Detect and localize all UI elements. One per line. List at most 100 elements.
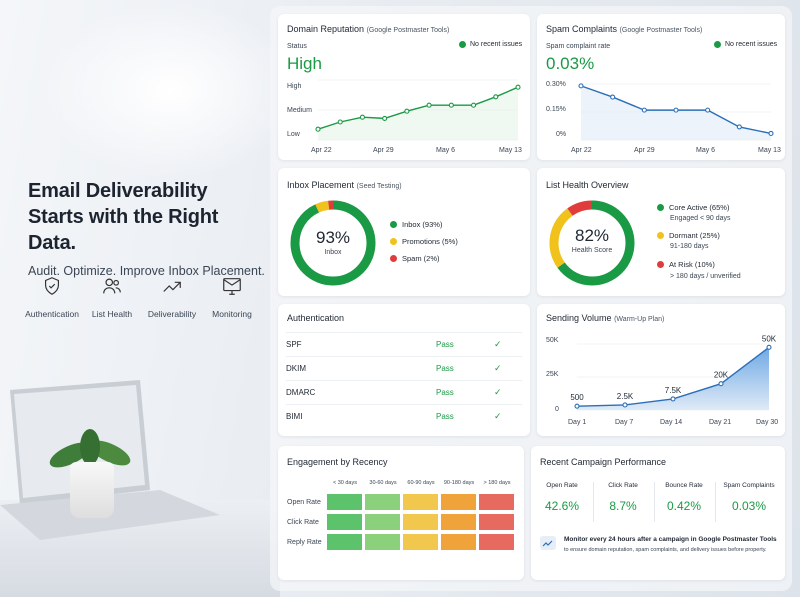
- y-label: 0.15%: [546, 106, 566, 113]
- row-label: Reply Rate: [287, 539, 322, 546]
- plant-illustration: [49, 429, 131, 468]
- status-pass: Pass: [436, 364, 454, 373]
- donut-segment: [549, 200, 635, 286]
- series-line: [317, 86, 519, 130]
- x-label: Day 7: [615, 419, 634, 426]
- data-point: [768, 130, 774, 137]
- metric-click-rate: Click Rate 8.7%: [608, 482, 638, 513]
- data-point: [673, 107, 679, 113]
- heatmap-cell: [402, 493, 439, 511]
- area-fill: [581, 85, 771, 140]
- heatmap-cell: [326, 493, 363, 511]
- reputation-line-chart: [315, 79, 521, 141]
- status-badge: No recent issues: [714, 41, 777, 48]
- status-label: Spam complaint rate: [546, 43, 611, 50]
- shield-check-icon: [44, 277, 60, 295]
- note-body: to ensure domain reputation, spam compla…: [564, 547, 767, 553]
- x-label: May 13: [758, 147, 781, 154]
- metric-spam-complaints: Spam Complaints 0.03%: [723, 482, 775, 513]
- y-label: 0%: [556, 131, 567, 138]
- feature-list: Authentication List Health Deliverabilit…: [22, 275, 262, 319]
- x-label: Apr 22: [311, 147, 332, 154]
- auth-row-bimi: BIMI Pass ✓: [286, 404, 522, 428]
- donut-center-label: Inbox: [324, 249, 342, 256]
- data-point: [622, 402, 628, 408]
- divider: [654, 482, 655, 522]
- card-title: Authentication: [287, 313, 345, 323]
- x-label: Day 21: [709, 419, 732, 426]
- chart-note-icon: [540, 536, 556, 550]
- legend-sub: > 180 days / unverified: [670, 273, 741, 280]
- status-badge: No recent issues: [459, 41, 522, 48]
- legend-dormant: Dormant (25%): [657, 231, 720, 240]
- data-label: 50K: [762, 334, 777, 343]
- heatmap-cell: [326, 533, 363, 551]
- y-label: 25K: [546, 371, 559, 378]
- area-fill: [577, 347, 769, 410]
- data-label: 2.5K: [617, 392, 634, 401]
- green-dot-icon: [657, 204, 664, 211]
- plant-pot: [70, 462, 114, 518]
- data-point: [578, 83, 584, 89]
- x-label: May 6: [696, 147, 716, 154]
- x-label: May 13: [499, 147, 522, 154]
- metric-bounce-rate: Bounce Rate 0.42%: [665, 482, 703, 513]
- hero-subtitle: Audit. Optimize. Improve Inbox Placement…: [28, 264, 265, 278]
- card-title: Inbox Placement (Seed Testing): [287, 180, 402, 190]
- data-point: [574, 403, 580, 409]
- data-label: 20K: [714, 371, 729, 380]
- heatmap-cell: [326, 513, 363, 531]
- sending-volume-card: Sending Volume (Warm-Up Plan) 50K 25K 0 …: [537, 304, 785, 436]
- heatmap-cell: [364, 533, 401, 551]
- card-title: Spam Complaints (Google Postmaster Tools…: [546, 24, 703, 34]
- data-point: [471, 102, 477, 108]
- heatmap-cell: [402, 533, 439, 551]
- y-label: Low: [287, 131, 300, 138]
- heatmap-cell: [440, 513, 477, 531]
- x-label: Day 1: [568, 419, 587, 426]
- x-label: Day 30: [756, 419, 779, 426]
- card-title: Recent Campaign Performance: [540, 457, 667, 467]
- legend-promotions: Promotions (5%): [390, 237, 458, 246]
- y-label: Medium: [287, 107, 312, 114]
- column-label: 90-180 days: [443, 480, 475, 486]
- row-label: Click Rate: [287, 519, 319, 526]
- check-icon: ✓: [494, 363, 502, 373]
- status-pass: Pass: [436, 388, 454, 397]
- red-dot-icon: [657, 261, 664, 268]
- donut-segment: [549, 200, 635, 286]
- domain-reputation-card: Domain Reputation (Google Postmaster Too…: [278, 14, 530, 160]
- feature-monitoring: Monitoring: [202, 275, 262, 319]
- card-title: List Health Overview: [546, 180, 629, 190]
- column-label: 60-90 days: [407, 480, 435, 486]
- legend-at-risk: At Risk (10%): [657, 260, 715, 269]
- hero: Email Deliverability Starts with the Righ…: [28, 178, 268, 278]
- data-point: [610, 94, 616, 100]
- donut-segment: [290, 200, 376, 286]
- health-donut-chart: [549, 200, 635, 286]
- data-point: [337, 119, 343, 125]
- y-label: 0.30%: [546, 81, 566, 88]
- y-label: 50K: [546, 337, 559, 344]
- engagement-card: Engagement by Recency Open Rate Click Ra…: [278, 446, 524, 580]
- y-label: High: [287, 83, 302, 90]
- legend-core-active: Core Active (65%): [657, 203, 729, 212]
- donut-center-value: 82%: [574, 226, 610, 245]
- users-icon: [103, 278, 121, 294]
- spam-line-chart: [578, 83, 774, 141]
- x-label: Apr 29: [634, 147, 655, 154]
- data-point: [766, 344, 772, 350]
- legend-sub: 91-180 days: [670, 243, 709, 250]
- data-point: [382, 115, 388, 121]
- heatmap-cell: [402, 513, 439, 531]
- heatmap-cell: [478, 493, 515, 511]
- campaign-card: Recent Campaign Performance Open Rate 42.…: [531, 446, 785, 580]
- auth-row-spf: SPF Pass ✓: [286, 332, 522, 356]
- note-title: Monitor every 24 hours after a campaign …: [564, 536, 777, 543]
- data-point: [404, 108, 410, 114]
- feature-list-health: List Health: [82, 275, 142, 319]
- heatmap-cell: [440, 493, 477, 511]
- data-point: [448, 102, 454, 108]
- data-point: [315, 126, 321, 132]
- status-pass: Pass: [436, 340, 454, 349]
